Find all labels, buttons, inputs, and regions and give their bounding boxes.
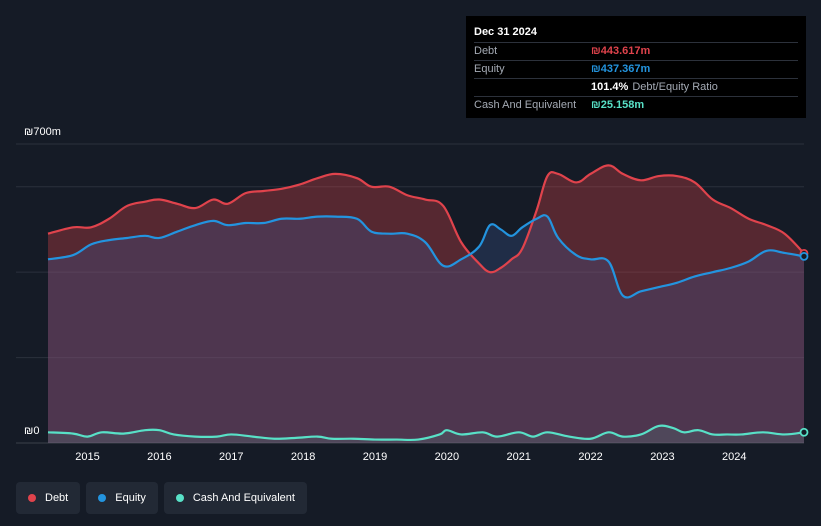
tooltip-value-equity: ₪437.367m: [591, 63, 651, 75]
x-tick-label: 2015: [75, 451, 99, 463]
legend-item-debt[interactable]: Debt: [16, 482, 81, 514]
tooltip-label: Equity: [474, 63, 505, 75]
legend-item-cash[interactable]: Cash And Equivalent: [163, 482, 307, 514]
x-tick-label: 2022: [578, 451, 602, 463]
x-tick-label: 2024: [722, 451, 746, 463]
cash-dot-icon: [175, 494, 184, 502]
tooltip-label: [474, 79, 591, 96]
x-tick-label: 2017: [219, 451, 243, 463]
equity-area: [48, 215, 804, 443]
tooltip-row-ratio: 101.4% Debt/Equity Ratio: [474, 78, 798, 96]
x-tick-label: 2016: [147, 451, 171, 463]
x-tick-label: 2023: [650, 451, 674, 463]
y-tick-label: ₪700m: [24, 126, 61, 138]
cash-line: [47, 424, 805, 442]
tooltip-ratio-label: Debt/Equity Ratio: [632, 81, 718, 93]
tooltip-value-ratio: 101.4%: [591, 81, 629, 93]
legend-label: Equity: [115, 492, 146, 504]
legend-label: Debt: [45, 492, 69, 504]
tooltip-label: Debt: [474, 45, 498, 57]
equity-line: [47, 214, 805, 299]
legend: Debt Equity Cash And Equivalent: [16, 482, 307, 514]
tooltip-value-cash: ₪25.158m: [591, 99, 645, 111]
x-tick-label: 2020: [435, 451, 459, 463]
debt-line: [47, 164, 805, 274]
x-tick-label: 2018: [291, 451, 315, 463]
y-tick-label: ₪0: [24, 425, 39, 437]
axis-ticks: ₪700m ₪0 2015 2016 2017 2018 2019 2020 2021 2022 2…: [24, 126, 747, 463]
series-lines: [47, 164, 805, 442]
tooltip-row-equity: Equity ₪437.367m: [474, 60, 798, 78]
debt-area: [48, 165, 804, 443]
tooltip-label: Cash And Equivalent: [474, 99, 577, 111]
equity-end-marker: [799, 251, 809, 261]
equity-dot-icon: [98, 494, 107, 502]
tooltip-row-cash: Cash And Equivalent ₪25.158m: [474, 96, 798, 114]
legend-label: Cash And Equivalent: [192, 492, 295, 504]
tooltip-row-debt: Debt ₪443.617m: [474, 42, 798, 60]
cash-area: [48, 425, 804, 443]
cash-end-marker: [799, 427, 809, 437]
series-areas: [48, 165, 804, 443]
x-tick-label: 2019: [363, 451, 387, 463]
end-markers: [799, 248, 809, 437]
legend-item-equity[interactable]: Equity: [86, 482, 158, 514]
gridlines: [16, 143, 804, 444]
tooltip-value-debt: ₪443.617m: [591, 45, 651, 57]
tooltip-date: Dec 31 2024: [474, 26, 537, 38]
tooltip: Dec 31 2024 Debt ₪443.617m Equity ₪437.3…: [466, 16, 806, 118]
debt-dot-icon: [28, 494, 36, 502]
x-tick-label: 2021: [506, 451, 530, 463]
